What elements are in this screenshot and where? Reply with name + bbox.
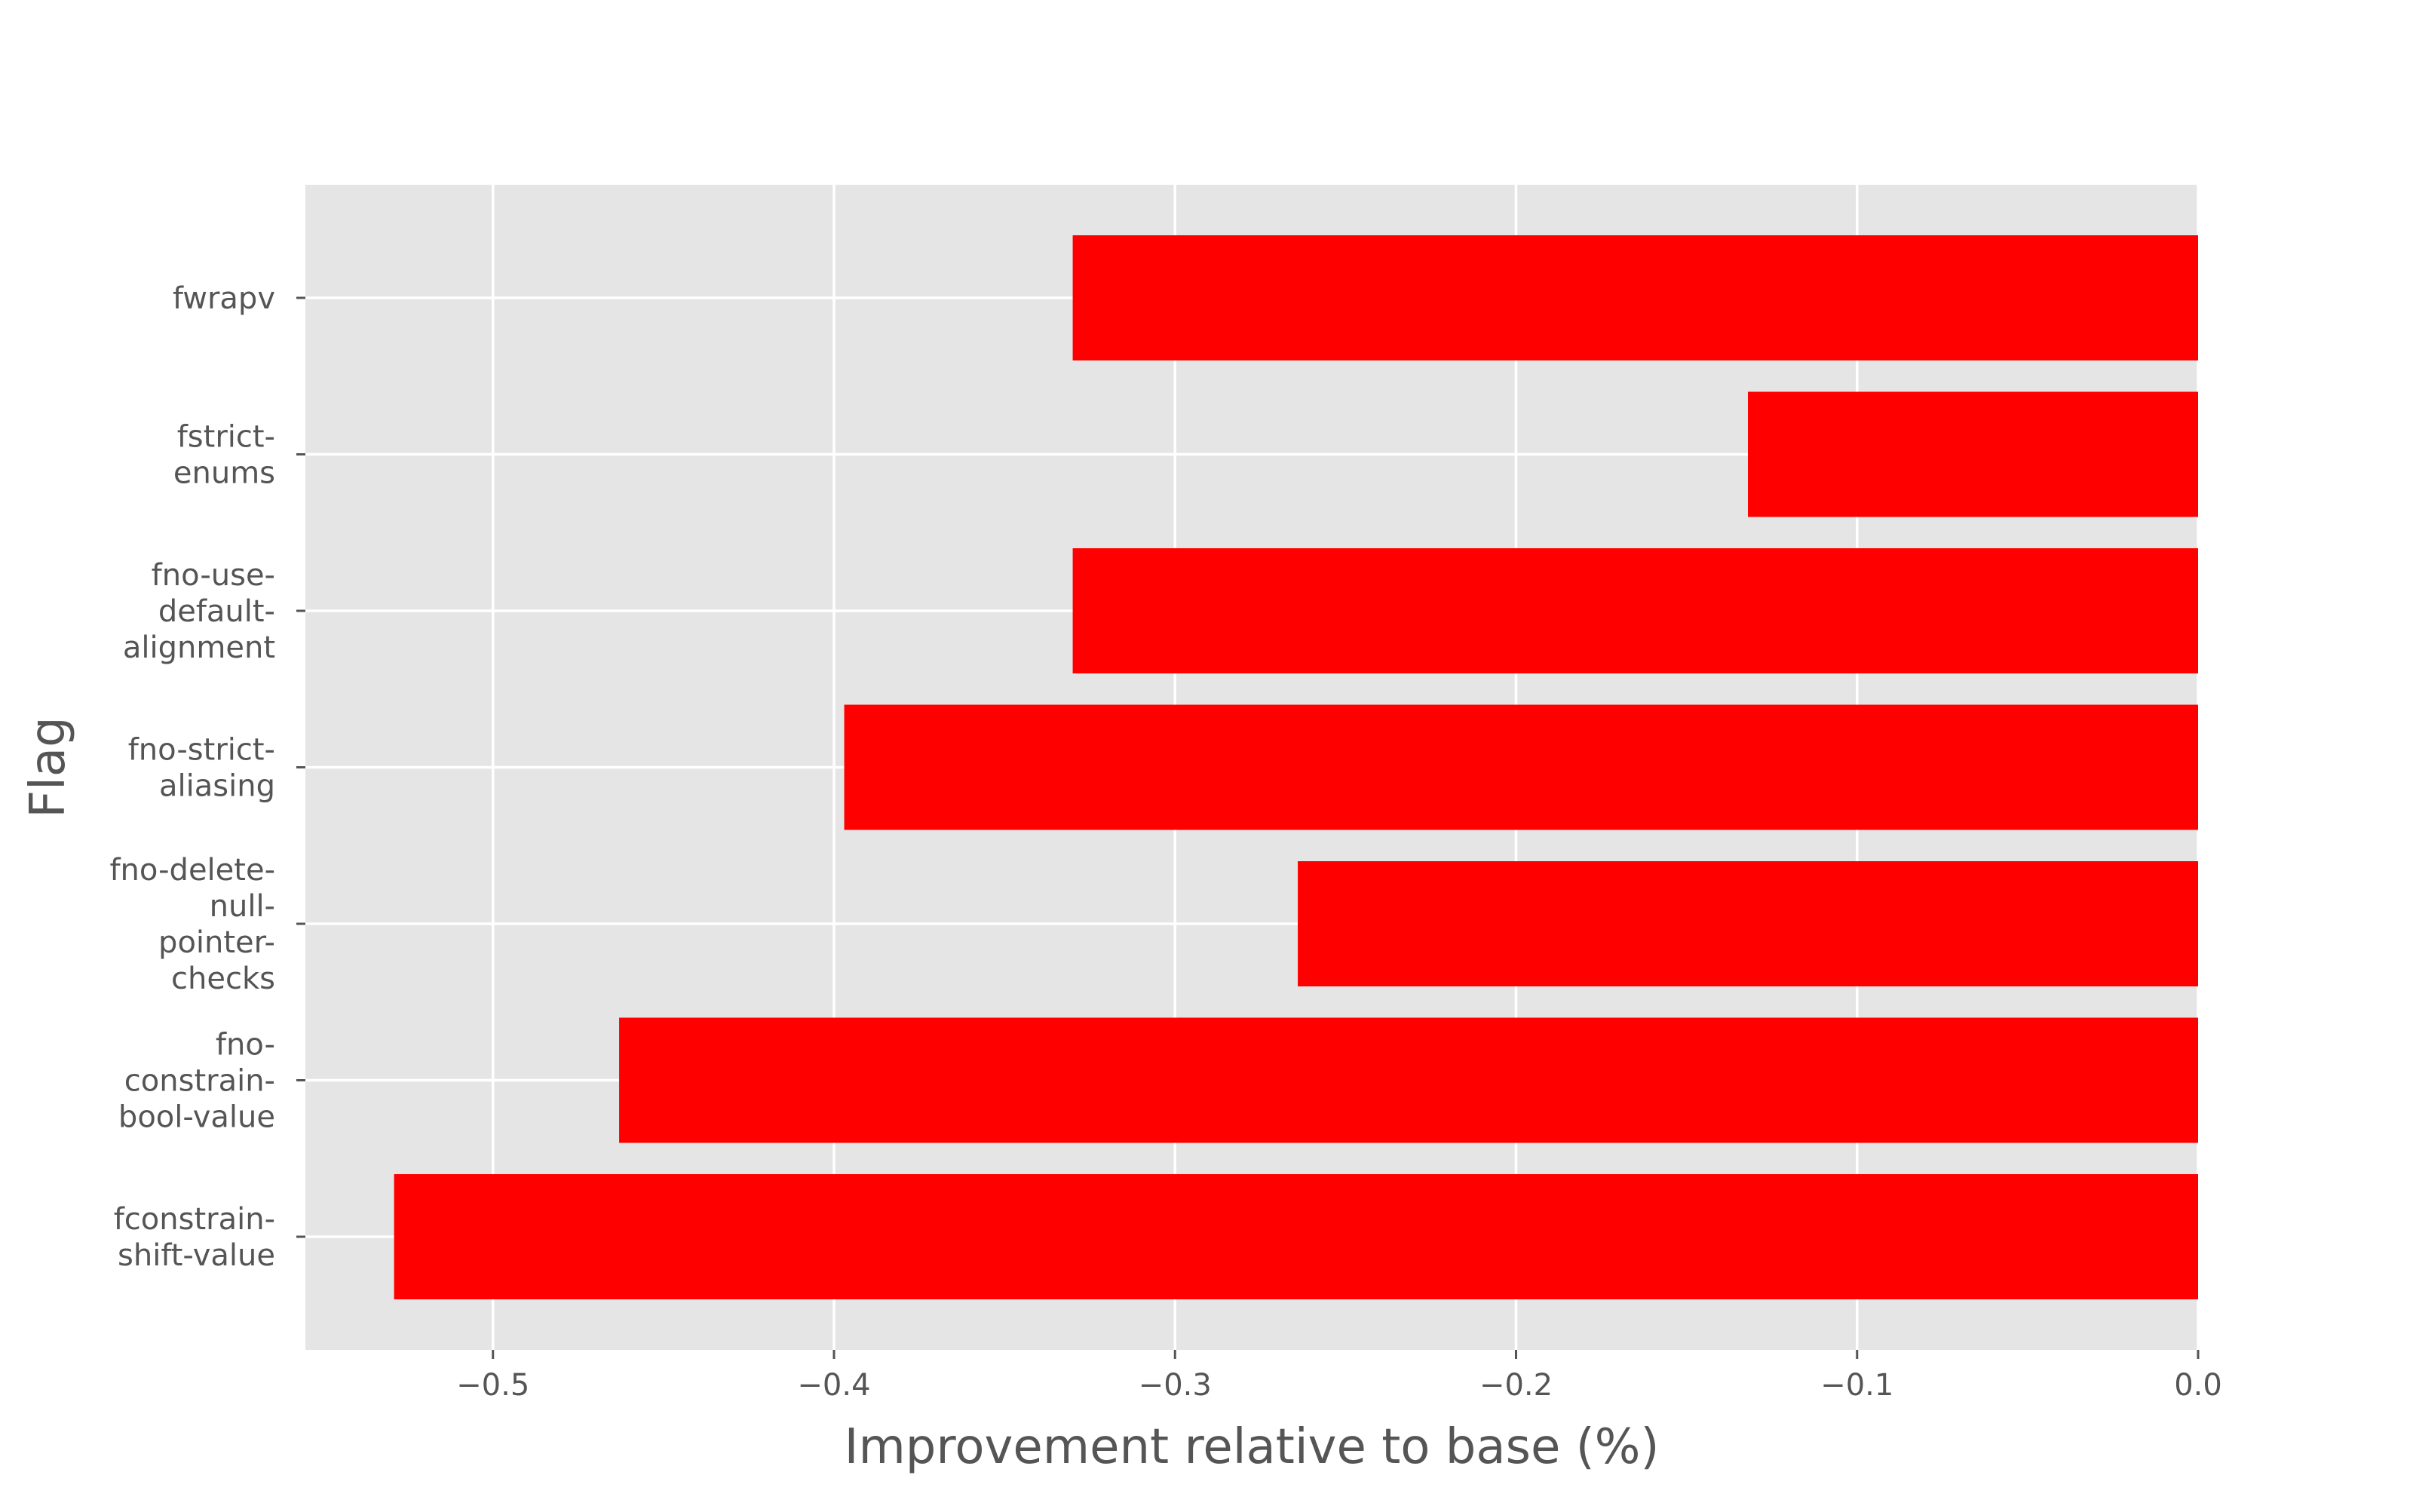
y-tick-label: fwrapv xyxy=(173,281,275,316)
bar-fno-delete-null-pointer-checks xyxy=(1298,861,2198,986)
x-tick-label: −0.5 xyxy=(456,1368,529,1403)
bar-fno-constrain-bool-value xyxy=(619,1017,2199,1143)
y-tick-label-line: constrain- xyxy=(124,1064,275,1099)
x-tick-label: −0.2 xyxy=(1479,1368,1553,1403)
x-tick-label: −0.1 xyxy=(1820,1368,1893,1403)
y-tick-label-line: shift-value xyxy=(118,1238,275,1273)
y-tick-label-line: fstrict- xyxy=(177,420,275,455)
y-tick-label-line: fwrapv xyxy=(173,281,275,316)
y-tick-label-line: pointer- xyxy=(158,925,275,960)
y-tick-label: fstrict-enums xyxy=(173,420,275,491)
x-axis-ticks: −0.5 −0.4 −0.3 −0.2 −0.1 0.0 xyxy=(456,1350,2222,1403)
y-tick-label-line: fno- xyxy=(216,1028,275,1063)
y-tick-label: fno-strict-aliasing xyxy=(128,733,275,804)
y-tick-label-line: enums xyxy=(173,456,275,491)
y-tick-label-line: aliasing xyxy=(159,769,275,804)
bars xyxy=(394,235,2199,1299)
bar-fstrict-enums xyxy=(1748,391,2198,517)
bar-fconstrain-shift-value xyxy=(394,1174,2199,1299)
bar-fno-use-default-alignment xyxy=(1072,548,2198,673)
y-tick-label-line: null- xyxy=(210,889,275,924)
y-tick-label-line: bool-value xyxy=(118,1100,275,1135)
y-axis-ticks: fwrapv fstrict-enums fno-use-default-align… xyxy=(109,281,305,1273)
x-tick-label: −0.4 xyxy=(797,1368,870,1403)
bar-fno-strict-aliasing xyxy=(844,704,2198,830)
y-tick-label-line: default- xyxy=(158,594,275,629)
y-tick-label-line: checks xyxy=(171,961,275,996)
x-axis-label: Improvement relative to base (%) xyxy=(845,1419,1660,1475)
y-tick-label-line: fconstrain- xyxy=(114,1202,275,1237)
y-tick-label-line: fno-strict- xyxy=(128,733,275,768)
y-tick-label-line: alignment xyxy=(123,630,275,665)
y-tick-label: fconstrain-shift-value xyxy=(114,1202,275,1273)
y-tick-label: fno-delete-null-pointer-checks xyxy=(109,853,275,996)
y-tick-label: fno-constrain-bool-value xyxy=(118,1028,275,1135)
x-tick-label: −0.3 xyxy=(1139,1368,1212,1403)
y-axis-label: Flag xyxy=(20,716,76,817)
bar-fwrapv xyxy=(1072,235,2198,360)
x-tick-label: 0.0 xyxy=(2174,1368,2222,1403)
y-tick-label: fno-use-default-alignment xyxy=(123,558,275,665)
y-tick-label-line: fno-delete- xyxy=(109,853,275,888)
y-tick-label-line: fno-use- xyxy=(152,558,275,593)
